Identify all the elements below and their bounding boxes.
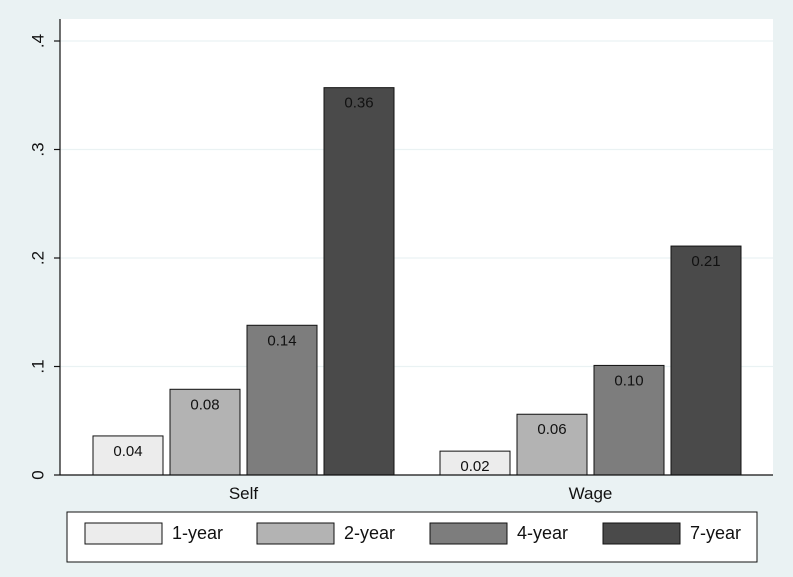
bar-data-label: 0.02 xyxy=(460,458,489,475)
bar xyxy=(169,388,241,476)
bar xyxy=(92,435,164,476)
y-tick-label: .1 xyxy=(29,359,48,373)
bar-data-label: 0.10 xyxy=(614,372,643,389)
y-tick-label: .2 xyxy=(29,251,48,265)
bar-data-label: 0.04 xyxy=(113,443,142,460)
legend-label: 4-year xyxy=(517,523,568,543)
legend-swatch xyxy=(256,522,335,545)
legend: 1-year 2-year 4-year 7-year xyxy=(66,511,758,563)
bar-data-label: 0.08 xyxy=(190,396,219,413)
bar-data-label: 0.14 xyxy=(267,332,296,349)
bar-data-label: 0.06 xyxy=(537,421,566,438)
bar-data-label: 0.21 xyxy=(691,253,720,270)
bar xyxy=(516,413,588,476)
bar-data-label: 0.36 xyxy=(344,95,373,112)
x-category-label: Self xyxy=(229,484,259,503)
legend-swatch xyxy=(429,522,508,545)
y-tick-label: .4 xyxy=(29,34,48,48)
plot-area xyxy=(60,19,773,475)
bar xyxy=(593,364,665,476)
bar xyxy=(246,324,318,476)
y-tick-label: .3 xyxy=(29,142,48,156)
bars: 0.04 0.08 0.14 0.36 0.02 0.06 0.10 0.21 xyxy=(92,87,742,476)
y-axis-ticks: 0 .1 .2 .3 .4 xyxy=(29,34,60,480)
bar xyxy=(670,245,742,476)
legend-label: 1-year xyxy=(172,523,223,543)
legend-label: 7-year xyxy=(690,523,741,543)
y-tick-label: 0 xyxy=(29,470,48,479)
legend-label: 2-year xyxy=(344,523,395,543)
bar xyxy=(323,87,395,476)
x-category-label: Wage xyxy=(569,484,613,503)
legend-swatch xyxy=(84,522,163,545)
x-axis-categories: Self Wage xyxy=(229,484,613,503)
legend-swatch xyxy=(602,522,681,545)
